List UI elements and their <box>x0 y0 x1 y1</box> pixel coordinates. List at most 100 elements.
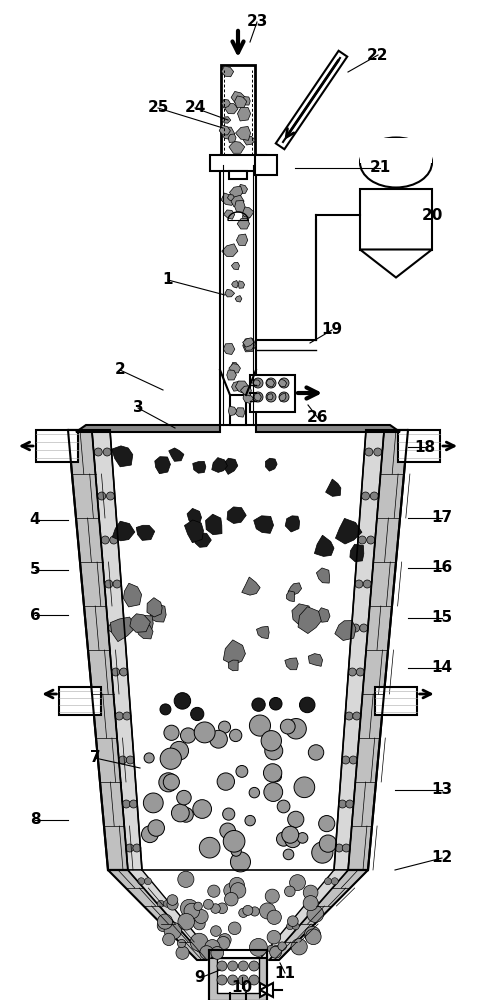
Circle shape <box>217 903 228 914</box>
Polygon shape <box>286 591 295 602</box>
Polygon shape <box>266 379 274 387</box>
Polygon shape <box>225 103 238 114</box>
Polygon shape <box>315 535 334 556</box>
Circle shape <box>230 883 246 898</box>
Circle shape <box>312 900 319 907</box>
Text: 3: 3 <box>133 400 143 416</box>
Circle shape <box>279 392 289 402</box>
Polygon shape <box>222 244 238 257</box>
Polygon shape <box>92 430 142 870</box>
Ellipse shape <box>360 137 432 188</box>
Polygon shape <box>187 508 202 525</box>
Text: 20: 20 <box>421 208 443 223</box>
Bar <box>220 155 256 425</box>
Circle shape <box>331 878 338 885</box>
Circle shape <box>267 930 281 944</box>
Circle shape <box>249 961 259 971</box>
Polygon shape <box>235 408 245 417</box>
Circle shape <box>217 936 230 950</box>
Circle shape <box>228 922 241 935</box>
Circle shape <box>253 378 263 388</box>
Circle shape <box>211 904 220 913</box>
Text: 24: 24 <box>185 101 206 115</box>
Bar <box>375 687 417 715</box>
Text: 25: 25 <box>147 101 169 115</box>
Polygon shape <box>223 640 245 665</box>
Circle shape <box>367 536 375 544</box>
Circle shape <box>170 741 188 760</box>
Circle shape <box>199 837 220 858</box>
Circle shape <box>223 808 235 820</box>
Polygon shape <box>242 213 250 221</box>
Bar <box>250 375 295 412</box>
Polygon shape <box>298 607 321 634</box>
Polygon shape <box>243 338 254 347</box>
Circle shape <box>218 721 230 733</box>
Text: 21: 21 <box>369 160 391 176</box>
Circle shape <box>287 916 298 927</box>
Polygon shape <box>335 621 356 640</box>
Circle shape <box>250 907 260 916</box>
Polygon shape <box>228 660 238 671</box>
Circle shape <box>230 852 250 872</box>
Circle shape <box>157 920 169 932</box>
Circle shape <box>217 961 227 971</box>
Circle shape <box>103 448 111 456</box>
Circle shape <box>349 756 357 764</box>
Circle shape <box>223 830 245 852</box>
Circle shape <box>177 923 184 930</box>
Circle shape <box>148 820 164 836</box>
Polygon shape <box>112 521 135 541</box>
Circle shape <box>123 712 131 720</box>
Circle shape <box>172 804 189 822</box>
Circle shape <box>229 877 244 892</box>
Polygon shape <box>231 262 239 270</box>
Bar <box>398 430 440 462</box>
Circle shape <box>342 756 350 764</box>
Polygon shape <box>334 430 384 870</box>
Circle shape <box>194 909 208 924</box>
Circle shape <box>325 878 332 885</box>
Polygon shape <box>244 340 254 350</box>
Text: 9: 9 <box>195 970 206 986</box>
Circle shape <box>157 900 164 907</box>
Circle shape <box>342 844 350 852</box>
Circle shape <box>177 939 186 948</box>
Circle shape <box>239 975 249 985</box>
Bar <box>209 958 267 1000</box>
Circle shape <box>282 826 299 843</box>
Polygon shape <box>235 96 247 108</box>
Circle shape <box>228 961 238 971</box>
Polygon shape <box>206 514 222 535</box>
Circle shape <box>163 933 175 946</box>
Polygon shape <box>110 617 135 642</box>
Polygon shape <box>285 658 298 670</box>
Circle shape <box>284 886 295 897</box>
Circle shape <box>361 492 369 500</box>
Bar <box>229 171 247 179</box>
Text: 6: 6 <box>30 607 40 622</box>
Circle shape <box>294 777 315 798</box>
Polygon shape <box>260 983 273 997</box>
Text: 2: 2 <box>115 362 125 377</box>
Circle shape <box>141 826 158 843</box>
Circle shape <box>105 580 113 588</box>
Circle shape <box>352 624 359 632</box>
Circle shape <box>249 787 260 798</box>
Circle shape <box>163 900 171 907</box>
Polygon shape <box>241 207 254 217</box>
Circle shape <box>266 392 276 402</box>
Polygon shape <box>147 598 162 617</box>
Circle shape <box>133 844 141 852</box>
Text: 7: 7 <box>90 750 100 766</box>
Circle shape <box>281 719 295 734</box>
Text: 22: 22 <box>367 47 389 62</box>
Polygon shape <box>221 66 234 77</box>
Polygon shape <box>228 134 236 143</box>
Circle shape <box>164 725 179 740</box>
Circle shape <box>194 902 202 911</box>
Circle shape <box>319 816 335 832</box>
Circle shape <box>196 945 203 952</box>
Polygon shape <box>231 195 244 207</box>
Circle shape <box>229 729 242 742</box>
